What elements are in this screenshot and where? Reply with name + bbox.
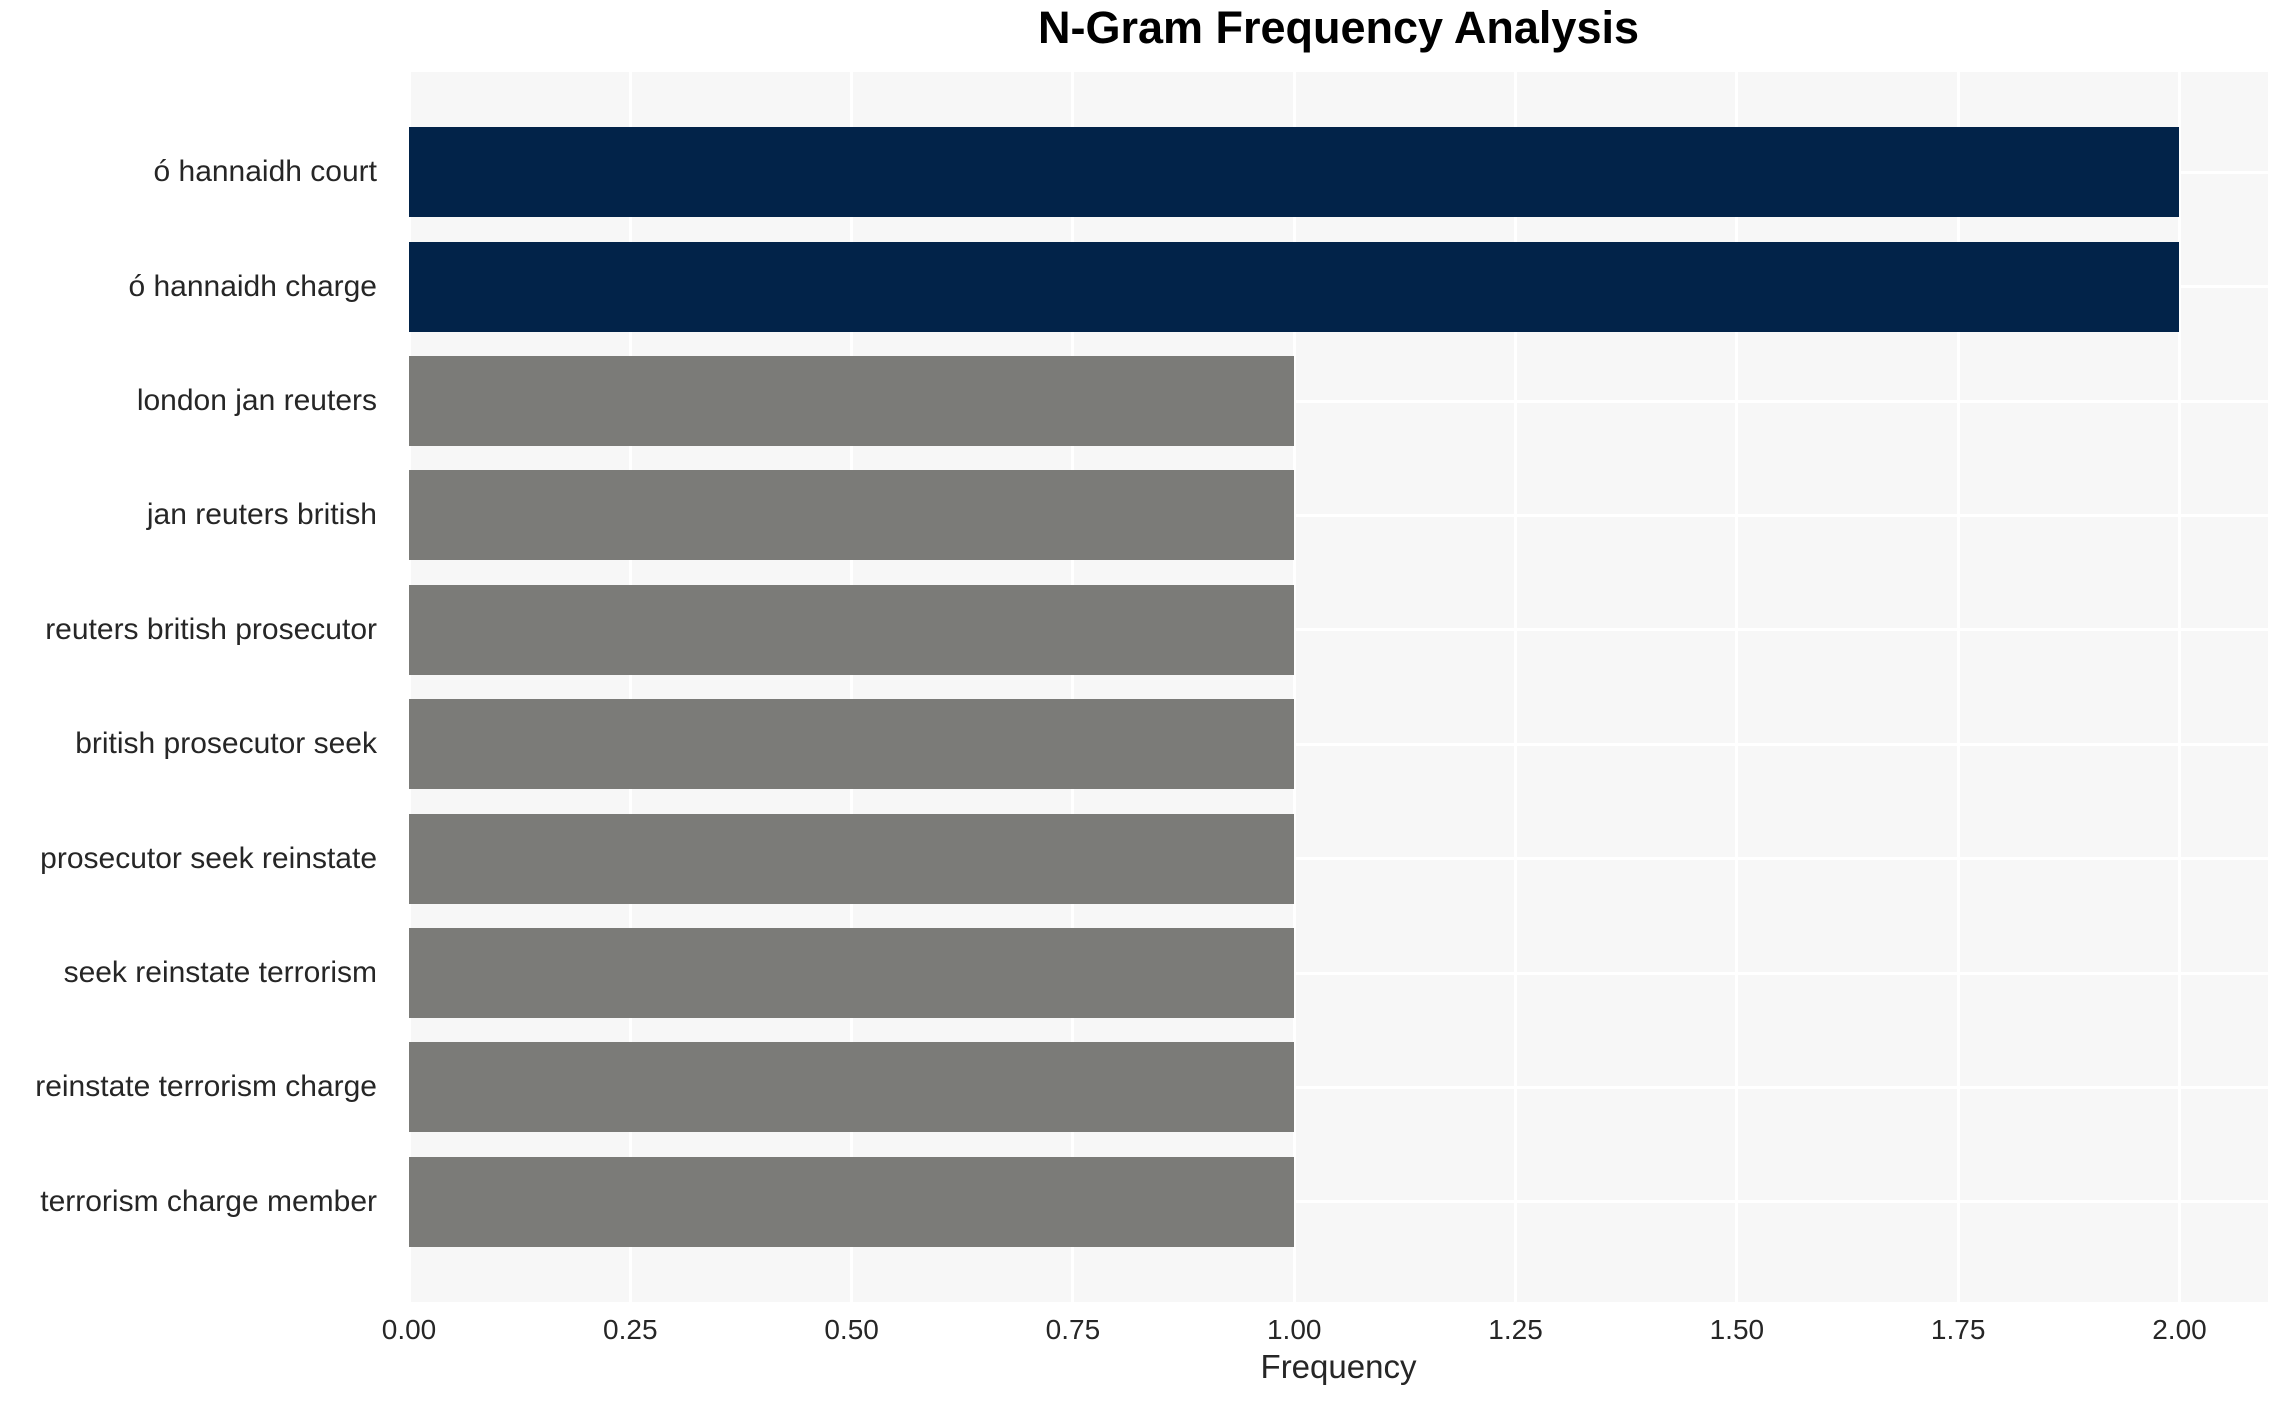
y-axis-label: london jan reuters bbox=[136, 384, 377, 418]
y-axis-label: ó hannaidh court bbox=[153, 155, 377, 189]
bar bbox=[409, 928, 1295, 1019]
vertical-gridline bbox=[1292, 72, 1296, 1302]
horizontal-gridline bbox=[409, 742, 2268, 746]
x-tick-label: 0.50 bbox=[824, 1314, 879, 1345]
horizontal-gridline bbox=[409, 857, 2268, 861]
bar-row bbox=[409, 229, 2268, 343]
bar-row bbox=[409, 687, 2268, 801]
y-axis-label: reuters british prosecutor bbox=[45, 612, 377, 646]
x-tick-label: 1.25 bbox=[1488, 1314, 1543, 1345]
y-axis-label: reinstate terrorism charge bbox=[35, 1070, 377, 1104]
bar-row bbox=[409, 1030, 2268, 1144]
vertical-gridline bbox=[1071, 72, 1075, 1302]
x-tick-label: 0.25 bbox=[603, 1314, 658, 1345]
x-axis-title: Frequency bbox=[1260, 1348, 1417, 1385]
vertical-gridline bbox=[1514, 72, 1518, 1302]
x-tick-label: 2.00 bbox=[2152, 1314, 2207, 1345]
x-tick-label: 0.00 bbox=[381, 1314, 437, 1345]
x-tick-label: 1.00 bbox=[1266, 1314, 1322, 1345]
bar-row bbox=[409, 344, 2268, 458]
bar bbox=[409, 584, 1295, 675]
vertical-gridline bbox=[2177, 72, 2181, 1302]
y-axis-label: british prosecutor seek bbox=[75, 727, 377, 761]
y-axis-label: prosecutor seek reinstate bbox=[40, 841, 377, 875]
horizontal-gridline bbox=[409, 399, 2268, 403]
bar bbox=[409, 241, 2180, 332]
bar-rows bbox=[409, 72, 2268, 1302]
bar bbox=[409, 699, 1295, 790]
bar bbox=[409, 127, 2180, 218]
vertical-gridline bbox=[628, 72, 632, 1302]
vertical-gridline bbox=[850, 72, 854, 1302]
horizontal-gridline bbox=[409, 971, 2268, 975]
bar-row bbox=[409, 801, 2268, 915]
bar bbox=[409, 813, 1295, 904]
horizontal-gridline bbox=[409, 1085, 2268, 1089]
horizontal-gridline bbox=[409, 628, 2268, 632]
x-axis-ticks: 0.00 0.25 0.50 0.75 1.00 1.25 1.50 1.75 2.00 bbox=[382, 1302, 2268, 1345]
vertical-gridline bbox=[1956, 72, 1960, 1302]
x-tick-label: 0.75 bbox=[1045, 1314, 1101, 1345]
bar bbox=[409, 1156, 1295, 1247]
bar bbox=[409, 1042, 1295, 1133]
bar bbox=[409, 470, 1295, 561]
bar bbox=[409, 356, 1295, 447]
bar-row bbox=[409, 1145, 2268, 1259]
bar-row bbox=[409, 916, 2268, 1030]
chart-title: N-Gram Frequency Analysis bbox=[1037, 2, 1640, 53]
bar-row bbox=[409, 573, 2268, 687]
vertical-gridline bbox=[1735, 72, 1739, 1302]
vertical-gridline bbox=[407, 72, 411, 1302]
y-axis-label: ó hannaidh charge bbox=[128, 269, 377, 303]
y-axis-label: seek reinstate terrorism bbox=[63, 956, 377, 990]
bar-row bbox=[409, 458, 2268, 572]
horizontal-gridline bbox=[409, 1200, 2268, 1204]
plot-area bbox=[407, 72, 2268, 1302]
x-tick-label: 1.50 bbox=[1709, 1314, 1765, 1345]
y-axis-label: terrorism charge member bbox=[40, 1184, 377, 1218]
y-axis-label: jan reuters british bbox=[146, 498, 377, 532]
bar-row bbox=[409, 115, 2268, 229]
y-axis-labels: ó hannaidh court ó hannaidh charge london … bbox=[0, 72, 393, 1302]
horizontal-gridline bbox=[409, 513, 2268, 517]
x-tick-label: 1.75 bbox=[1930, 1314, 1986, 1345]
